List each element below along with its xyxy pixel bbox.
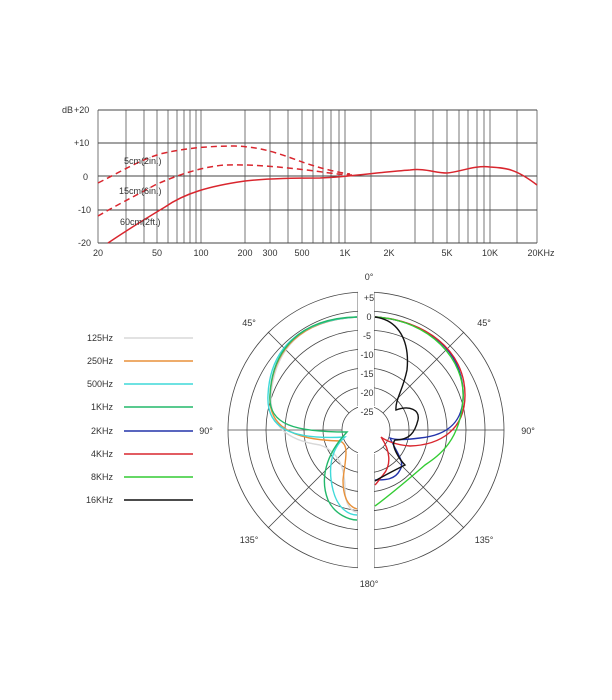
radial-labels: +5 0 -5 -10 -15 -20 -25 [360,293,374,417]
svg-text:20: 20 [93,248,103,258]
svg-text:125Hz: 125Hz [87,333,114,343]
svg-text:500: 500 [294,248,309,258]
svg-text:15cm(6in.): 15cm(6in.) [119,186,162,196]
svg-text:200: 200 [237,248,252,258]
polar-2khz [374,316,464,481]
curve-5cm [97,145,351,184]
svg-text:4KHz: 4KHz [91,449,114,459]
svg-text:90°: 90° [521,426,535,436]
y-axis-labels: dB +20 +10 0 -10 -20 [62,105,91,248]
svg-text:1KHz: 1KHz [91,402,114,412]
svg-text:10K: 10K [482,248,498,258]
polar-500hz [267,316,358,516]
svg-text:1K: 1K [339,248,350,258]
curve-annotations: 5cm(2in.) 15cm(6in.) 60cm(2ft.) [119,156,162,227]
angle-labels: 0° 45° 45° 90° 90° 135° 135° 180° [199,272,535,589]
db-label: dB [62,105,73,115]
curve-15cm [97,164,353,217]
svg-text:16KHz: 16KHz [86,495,114,505]
x-axis-labels: 20 50 100 200 300 500 1K 2K 5K 10K 20KHz [93,248,555,258]
curve-60cm [107,165,538,244]
svg-text:500Hz: 500Hz [87,379,114,389]
svg-text:2K: 2K [383,248,394,258]
polar-4khz [374,316,466,486]
response-curves [97,145,538,244]
svg-text:-10: -10 [360,350,373,360]
polar-legend: 125Hz 250Hz 500Hz 1KHz 2KHz 4KHz 8KHz 16… [86,333,193,505]
svg-text:2KHz: 2KHz [91,426,114,436]
svg-text:135°: 135° [475,535,494,545]
svg-text:90°: 90° [199,426,213,436]
polar-curves [267,316,466,521]
svg-text:-5: -5 [363,331,371,341]
svg-text:50: 50 [152,248,162,258]
polar-8khz [374,316,464,507]
svg-text:20KHz: 20KHz [527,248,555,258]
svg-text:60cm(2ft.): 60cm(2ft.) [120,217,161,227]
polar-125hz [270,316,358,513]
svg-text:5cm(2in.): 5cm(2in.) [124,156,162,166]
svg-text:+20: +20 [74,105,89,115]
svg-text:-15: -15 [360,369,373,379]
svg-text:8KHz: 8KHz [91,472,114,482]
polar-16khz [374,316,419,482]
svg-text:300: 300 [262,248,277,258]
svg-text:45°: 45° [242,318,256,328]
svg-text:5K: 5K [441,248,452,258]
svg-text:135°: 135° [240,535,259,545]
y-grid [98,109,537,244]
svg-text:-20: -20 [360,388,373,398]
svg-text:-10: -10 [78,205,91,215]
svg-text:100: 100 [193,248,208,258]
polar-pattern-chart: +5 0 -5 -10 -15 -20 -25 0° 45° 45° 90° 9… [86,272,535,589]
svg-text:-25: -25 [360,407,373,417]
svg-text:+5: +5 [364,293,374,303]
svg-text:180°: 180° [360,579,379,589]
svg-text:-20: -20 [78,238,91,248]
svg-text:+10: +10 [74,138,89,148]
svg-text:0°: 0° [365,272,374,282]
svg-text:0: 0 [366,312,371,322]
x-grid [97,110,538,243]
svg-text:0: 0 [83,172,88,182]
svg-text:250Hz: 250Hz [87,356,114,366]
frequency-response-chart: dB +20 +10 0 -10 -20 20 50 100 200 300 5… [62,105,555,258]
svg-text:45°: 45° [477,318,491,328]
polar-250hz [269,316,358,510]
polar-1khz [269,316,358,521]
